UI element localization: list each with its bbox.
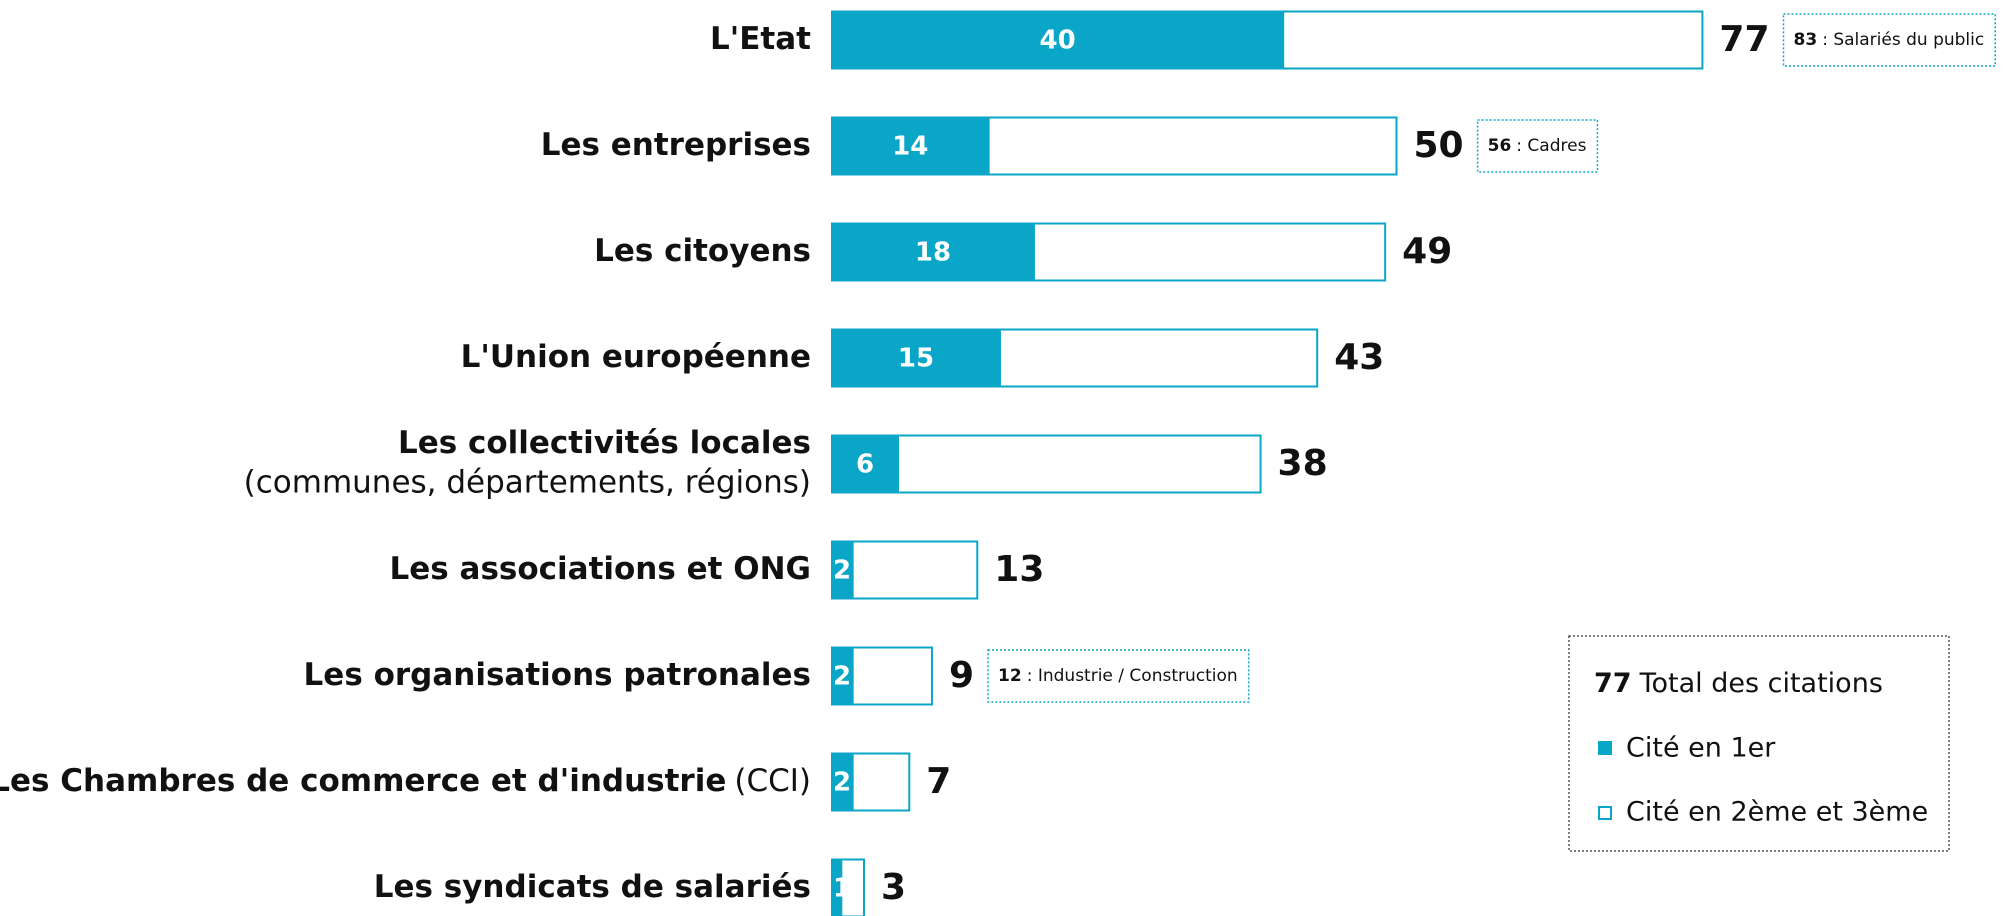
note-label: : Cadres [1516,136,1586,156]
legend-box [1568,635,1950,852]
note: 56: Cadres [1476,119,1599,173]
first-value: 18 [915,238,951,268]
first-value: 15 [898,344,934,374]
total-value: 50 [1414,125,1464,166]
first-value: 14 [892,132,928,162]
note-box [1782,13,1996,67]
category-note: (communes, départements, régions) [244,465,811,501]
category-label: Les entreprises [541,127,811,163]
legend-swatch [1598,741,1612,755]
note: 12: Industrie / Construction [987,649,1250,703]
total-value: 77 [1719,19,1769,60]
first-value: 40 [1040,26,1076,56]
category-name: Les associations et ONG [390,551,812,587]
first-value: 2 [833,556,851,586]
category-name: Les syndicats de salariés [374,869,811,905]
first-value: 2 [833,768,851,798]
first-bar [831,328,1001,388]
note-value: 12 [998,666,1022,686]
total-value: 7 [926,761,951,802]
category-name: Les Chambres de commerce et d'industrie [0,763,726,799]
legend-total: 77 Total des citations [1594,668,1883,699]
category-label: L'Union européenne [461,339,811,375]
category-name: L'Union européenne [461,339,811,375]
note-box [1476,119,1599,173]
category-label: Les collectivités locales [398,425,811,461]
first-bar [831,540,854,600]
legend-label: Cité en 2ème et 3ème [1626,797,1928,828]
note-value: 83 [1794,30,1818,50]
note: 83: Salariés du public [1782,13,1996,67]
first-bar [831,858,843,916]
category-label: Les organisations patronales [304,657,811,693]
note-label: : Salariés du public [1822,30,1984,50]
category-label: Les Chambres de commerce et d'industrie(… [0,763,811,799]
first-bar [831,434,899,494]
total-value: 13 [994,549,1044,590]
category-name: Les organisations patronales [304,657,811,693]
note-value: 56 [1488,136,1512,156]
category-name: L'Etat [710,21,811,57]
total-bar [831,540,979,600]
category-label: L'Etat [710,21,811,57]
total-value: 3 [881,867,906,908]
first-value: 6 [856,450,874,480]
first-bar [831,10,1285,70]
legend-label: Cité en 1er [1626,733,1776,764]
first-bar [831,222,1035,282]
total-value: 9 [949,655,974,696]
note-text: 12: Industrie / Construction [998,666,1238,686]
first-bar [831,116,990,176]
note-text: 83: Salariés du public [1794,30,1985,50]
category-note: (CCI) [734,763,811,799]
first-value: 2 [833,662,851,692]
category-label: Les associations et ONG [390,551,812,587]
note-text: 56: Cadres [1488,136,1587,156]
total-value: 38 [1278,443,1328,484]
category-name: Les entreprises [541,127,811,163]
note-label: : Industrie / Construction [1027,666,1238,686]
total-bar [831,434,1262,494]
total-value: 43 [1334,337,1384,378]
first-value: 1 [833,874,851,904]
first-bar [831,646,854,706]
legend-total-value: 77 [1594,668,1632,699]
category-name: Les citoyens [594,233,811,269]
category-label: Les syndicats de salariés [374,869,811,905]
first-bar [831,752,854,812]
category-label: Les citoyens [594,233,811,269]
legend-swatch [1598,806,1612,820]
total-value: 49 [1402,231,1452,272]
category-name: Les collectivités locales [398,425,811,461]
legend-total-label: Total des citations [1639,668,1883,699]
